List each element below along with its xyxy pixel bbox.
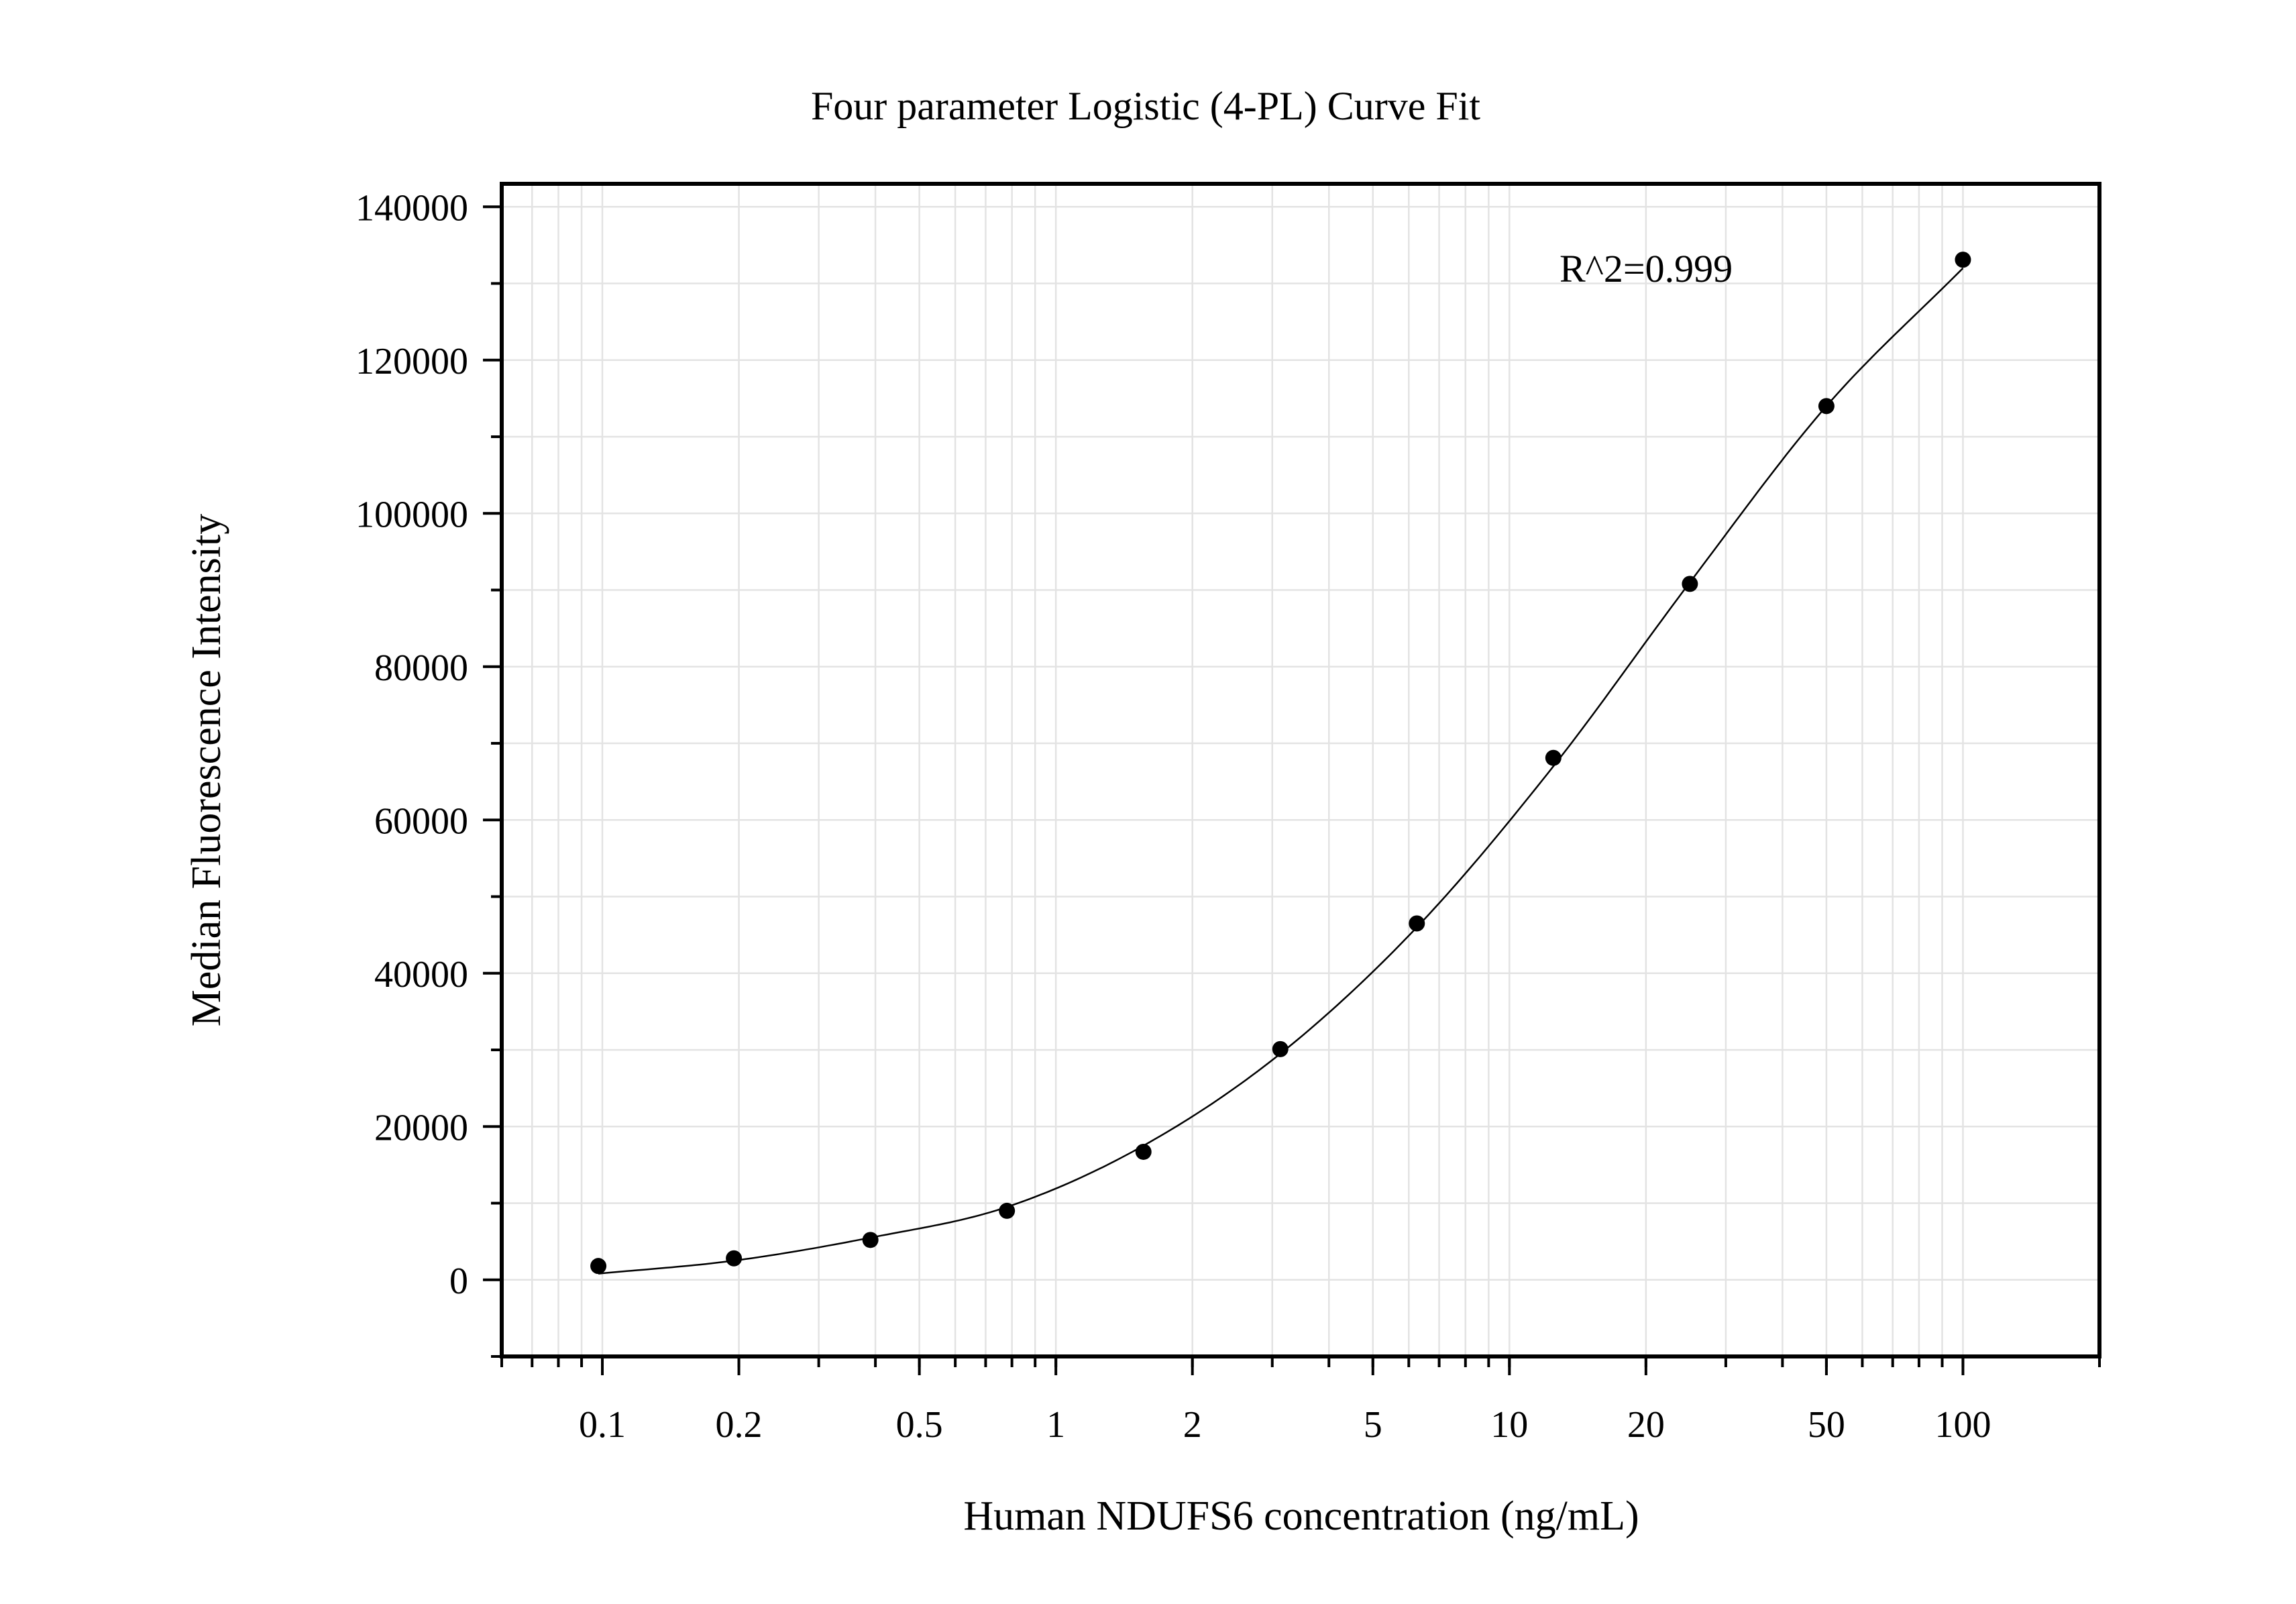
x-tick-label: 50 bbox=[1808, 1404, 1845, 1446]
r-squared-annotation: R^2=0.999 bbox=[1560, 247, 1733, 290]
y-tick-label: 40000 bbox=[374, 954, 468, 996]
data-point bbox=[862, 1232, 879, 1248]
y-tick-label: 80000 bbox=[374, 647, 468, 689]
data-point bbox=[1545, 749, 1562, 766]
plot-frame bbox=[500, 182, 2101, 1358]
y-tick-label: 140000 bbox=[356, 187, 468, 229]
x-tick-labels: 0.1 0.2 0.5 1 2 5 10 20 50 100 bbox=[579, 1404, 1991, 1446]
x-tick-label: 5 bbox=[1364, 1404, 1382, 1446]
data-point bbox=[726, 1250, 743, 1267]
y-tick-label: 20000 bbox=[374, 1107, 468, 1148]
x-tick-label: 10 bbox=[1490, 1404, 1528, 1446]
x-tick-label: 20 bbox=[1627, 1404, 1665, 1446]
data-point bbox=[1955, 252, 1971, 268]
y-axis-title: Median Fluorescence Intensity bbox=[184, 514, 229, 1026]
grid bbox=[500, 184, 2101, 1358]
chart-title: Four parameter Logistic (4-PL) Curve Fit bbox=[811, 84, 1480, 128]
data-point bbox=[1272, 1040, 1289, 1057]
data-point bbox=[590, 1258, 607, 1275]
x-tick-label: 0.5 bbox=[896, 1404, 943, 1446]
x-tick-label: 1 bbox=[1046, 1404, 1065, 1446]
data-point bbox=[999, 1202, 1016, 1219]
x-tick-label: 2 bbox=[1183, 1404, 1202, 1446]
x-tick-label: 0.1 bbox=[579, 1404, 626, 1446]
data-point bbox=[1135, 1143, 1152, 1160]
data-points bbox=[590, 252, 1971, 1275]
fit-curve bbox=[598, 267, 1964, 1275]
data-point bbox=[1409, 915, 1425, 932]
y-tick-label: 120000 bbox=[356, 341, 468, 382]
data-point bbox=[1682, 576, 1698, 592]
x-axis-title: Human NDUFS6 concentration (ng/mL) bbox=[963, 1493, 1639, 1539]
y-tick-label: 100000 bbox=[356, 494, 468, 535]
y-tick-labels: 0 20000 40000 60000 80000 100000 120000 140000 bbox=[356, 187, 468, 1301]
y-tick-label: 0 bbox=[449, 1261, 468, 1302]
x-tick-label: 100 bbox=[1934, 1404, 1991, 1446]
x-tick-label: 0.2 bbox=[716, 1404, 763, 1446]
y-tick-label: 60000 bbox=[374, 800, 468, 842]
fit-curve-layer bbox=[598, 267, 1964, 1275]
data-point bbox=[1818, 398, 1835, 415]
axis-ticks bbox=[483, 205, 2101, 1375]
